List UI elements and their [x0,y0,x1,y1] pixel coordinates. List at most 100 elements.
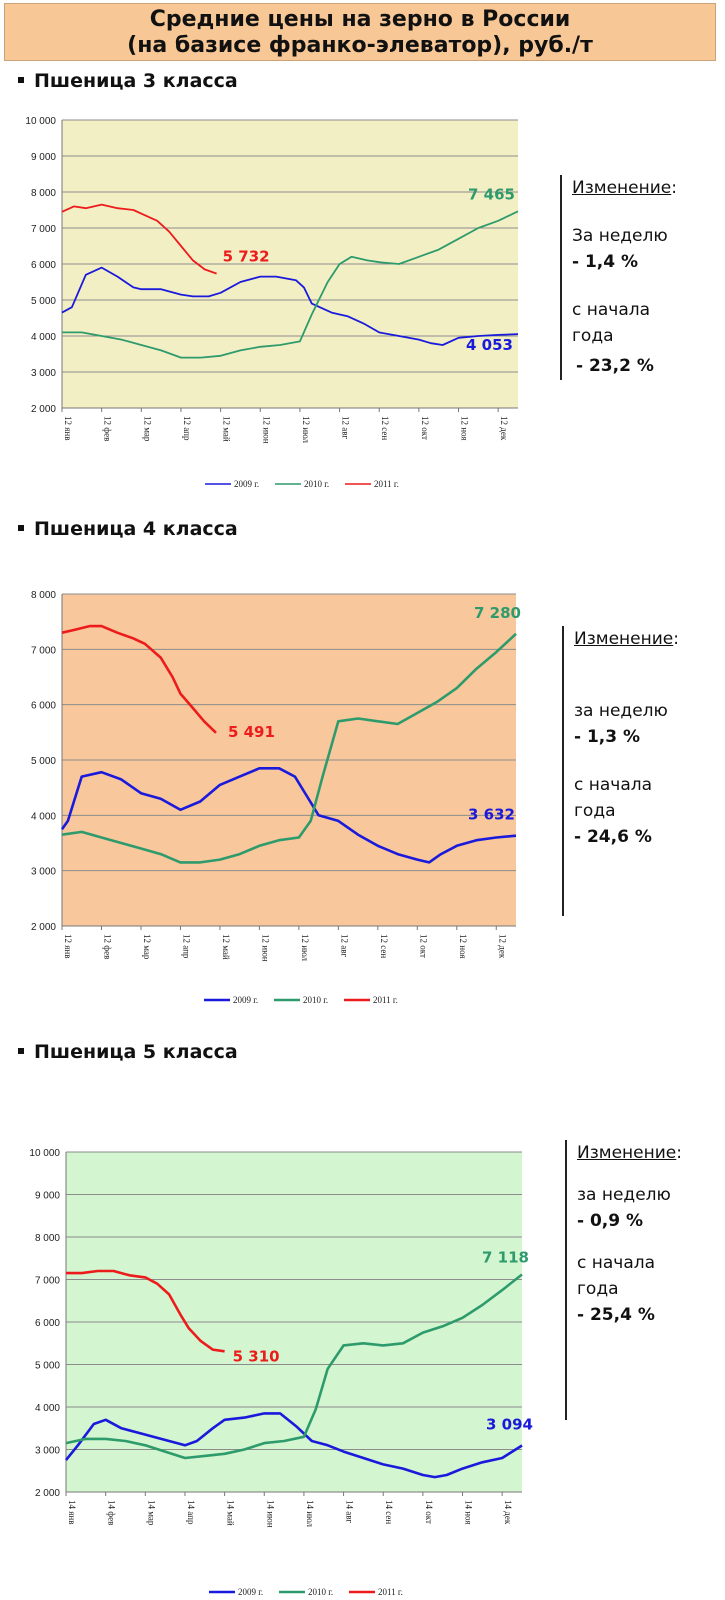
y-tick-label: 8 000 [31,188,56,199]
change-divider [565,1140,567,1420]
week-value: - 0,9 % [577,1211,644,1231]
bullet-icon [18,524,24,531]
legend-label: 2011 г. [373,995,398,1005]
series-line-2010 [62,210,519,359]
end-value-label-2009: 3 632 [468,806,515,824]
legend-label: 2010 г. [304,479,329,489]
end-value-label-2011: 5 310 [233,1347,280,1365]
y-tick-label: 10 000 [25,116,56,127]
x-tick-label: 14 мар [146,1500,156,1526]
y-tick-label: 4 000 [31,811,56,822]
x-tick-label: 12 мар [142,416,152,442]
y-tick-label: 4 000 [35,1403,60,1414]
change-heading: Изменение [574,629,674,649]
ytd-label-1: с начала [574,775,653,795]
y-tick-label: 7 000 [31,645,56,656]
legend-label: 2009 г. [238,1587,263,1597]
change-heading: Изменение [577,1143,677,1163]
change-panel-class4: Изменение: за неделю - 1,3 % с начала го… [562,626,712,916]
ytd-label-2: года [572,326,614,346]
week-label: за неделю [577,1185,671,1205]
header-title-line2: (на базисе франко-элеватор), руб./т [127,33,593,58]
x-tick-label: 12 апр [182,416,192,441]
section-title-text: Пшеница 3 класса [34,70,238,92]
change-heading-colon: : [676,1143,682,1163]
change-heading-colon: : [671,178,677,198]
x-tick-label: 12 янв [63,416,73,440]
change-panel-class5: Изменение: за неделю - 0,9 % с начала го… [565,1140,715,1420]
y-tick-label: 2 000 [31,922,56,933]
x-tick-label: 12 окт [420,416,430,440]
change-divider [560,175,562,380]
x-tick-label: 14 авг [345,1500,355,1523]
end-value-label-2010: 7 280 [474,604,521,622]
end-value-label-2009: 3 094 [486,1416,533,1434]
x-tick-label: 14 июл [305,1500,315,1528]
y-tick-label: 6 000 [35,1318,60,1329]
x-tick-label: 14 апр [186,1500,196,1525]
y-tick-label: 5 000 [31,756,56,767]
legend-label: 2009 г. [233,995,258,1005]
x-tick-label: 12 дек [499,416,509,441]
ytd-label-2: года [577,1279,619,1299]
end-value-label-2010: 7 465 [468,185,515,203]
x-tick-label: 12 мар [142,934,152,960]
change-panel-class3: Изменение: За неделю - 1,4 % с начала го… [560,175,710,380]
change-heading-colon: : [673,629,679,649]
y-tick-label: 8 000 [35,1233,60,1244]
series-line-2009 [64,1412,523,1479]
series-line-2009 [61,266,519,346]
ytd-value: - 24,6 % [574,827,652,847]
week-value: - 1,4 % [572,252,639,272]
x-tick-label: 14 янв [67,1500,77,1524]
week-label: за неделю [574,701,668,721]
x-tick-label: 12 янв [63,934,73,958]
y-tick-label: 10 000 [29,1148,60,1159]
section-title-class4: Пшеница 4 класса [18,518,238,540]
x-tick-label: 14 сен [384,1500,394,1524]
x-tick-label: 14 май [226,1500,236,1526]
x-tick-label: 14 июн [265,1500,275,1528]
ytd-label-2: года [574,801,616,821]
y-tick-label: 7 000 [35,1276,60,1287]
week-label: За неделю [572,226,668,246]
legend-label: 2010 г. [308,1587,333,1597]
x-tick-label: 12 июл [301,416,311,444]
y-tick-label: 4 000 [31,332,56,343]
ytd-label-1: с начала [572,300,651,320]
legend-label: 2009 г. [234,479,259,489]
end-value-label-2011: 5 491 [228,723,275,741]
change-heading: Изменение [572,178,672,198]
y-tick-label: 3 000 [31,867,56,878]
x-tick-label: 14 дек [503,1500,513,1525]
change-divider [562,626,564,916]
chart-class3: 2 000 3 000 4 000 5 000 6 000 7 000 8 000 9 000… [25,116,519,489]
legend-label: 2011 г. [378,1587,403,1597]
legend-label: 2011 г. [374,479,399,489]
x-tick-label: 12 сен [380,416,390,440]
x-tick-label: 12 сен [379,934,389,958]
section-title-class5: Пшеница 5 класса [18,1041,238,1063]
series-line-2010 [65,1273,523,1460]
x-tick-label: 12 июн [260,934,270,962]
x-tick-label: 12 май [221,934,231,960]
x-tick-label: 12 июн [261,416,271,444]
y-tick-label: 7 000 [31,224,56,235]
y-tick-label: 8 000 [31,590,56,601]
x-tick-label: 12 окт [418,934,428,958]
week-value: - 1,3 % [574,727,641,747]
series-line-2009 [60,767,517,864]
x-tick-label: 12 авг [341,416,351,439]
series-line-2010 [61,632,517,864]
end-value-label-2011: 5 732 [223,248,270,266]
y-tick-label: 9 000 [31,152,56,163]
end-value-label-2010: 7 118 [482,1248,529,1266]
series-line-2011 [61,624,217,734]
x-tick-label: 14 ноя [464,1500,474,1525]
x-tick-label: 12 фев [103,416,113,441]
x-tick-label: 12 фев [102,934,112,959]
page-header: Средние цены на зерно в России (на базис… [4,3,716,61]
ytd-label-1: с начала [577,1253,656,1273]
x-tick-label: 14 окт [424,1500,434,1524]
end-value-label-2009: 4 053 [466,336,513,354]
